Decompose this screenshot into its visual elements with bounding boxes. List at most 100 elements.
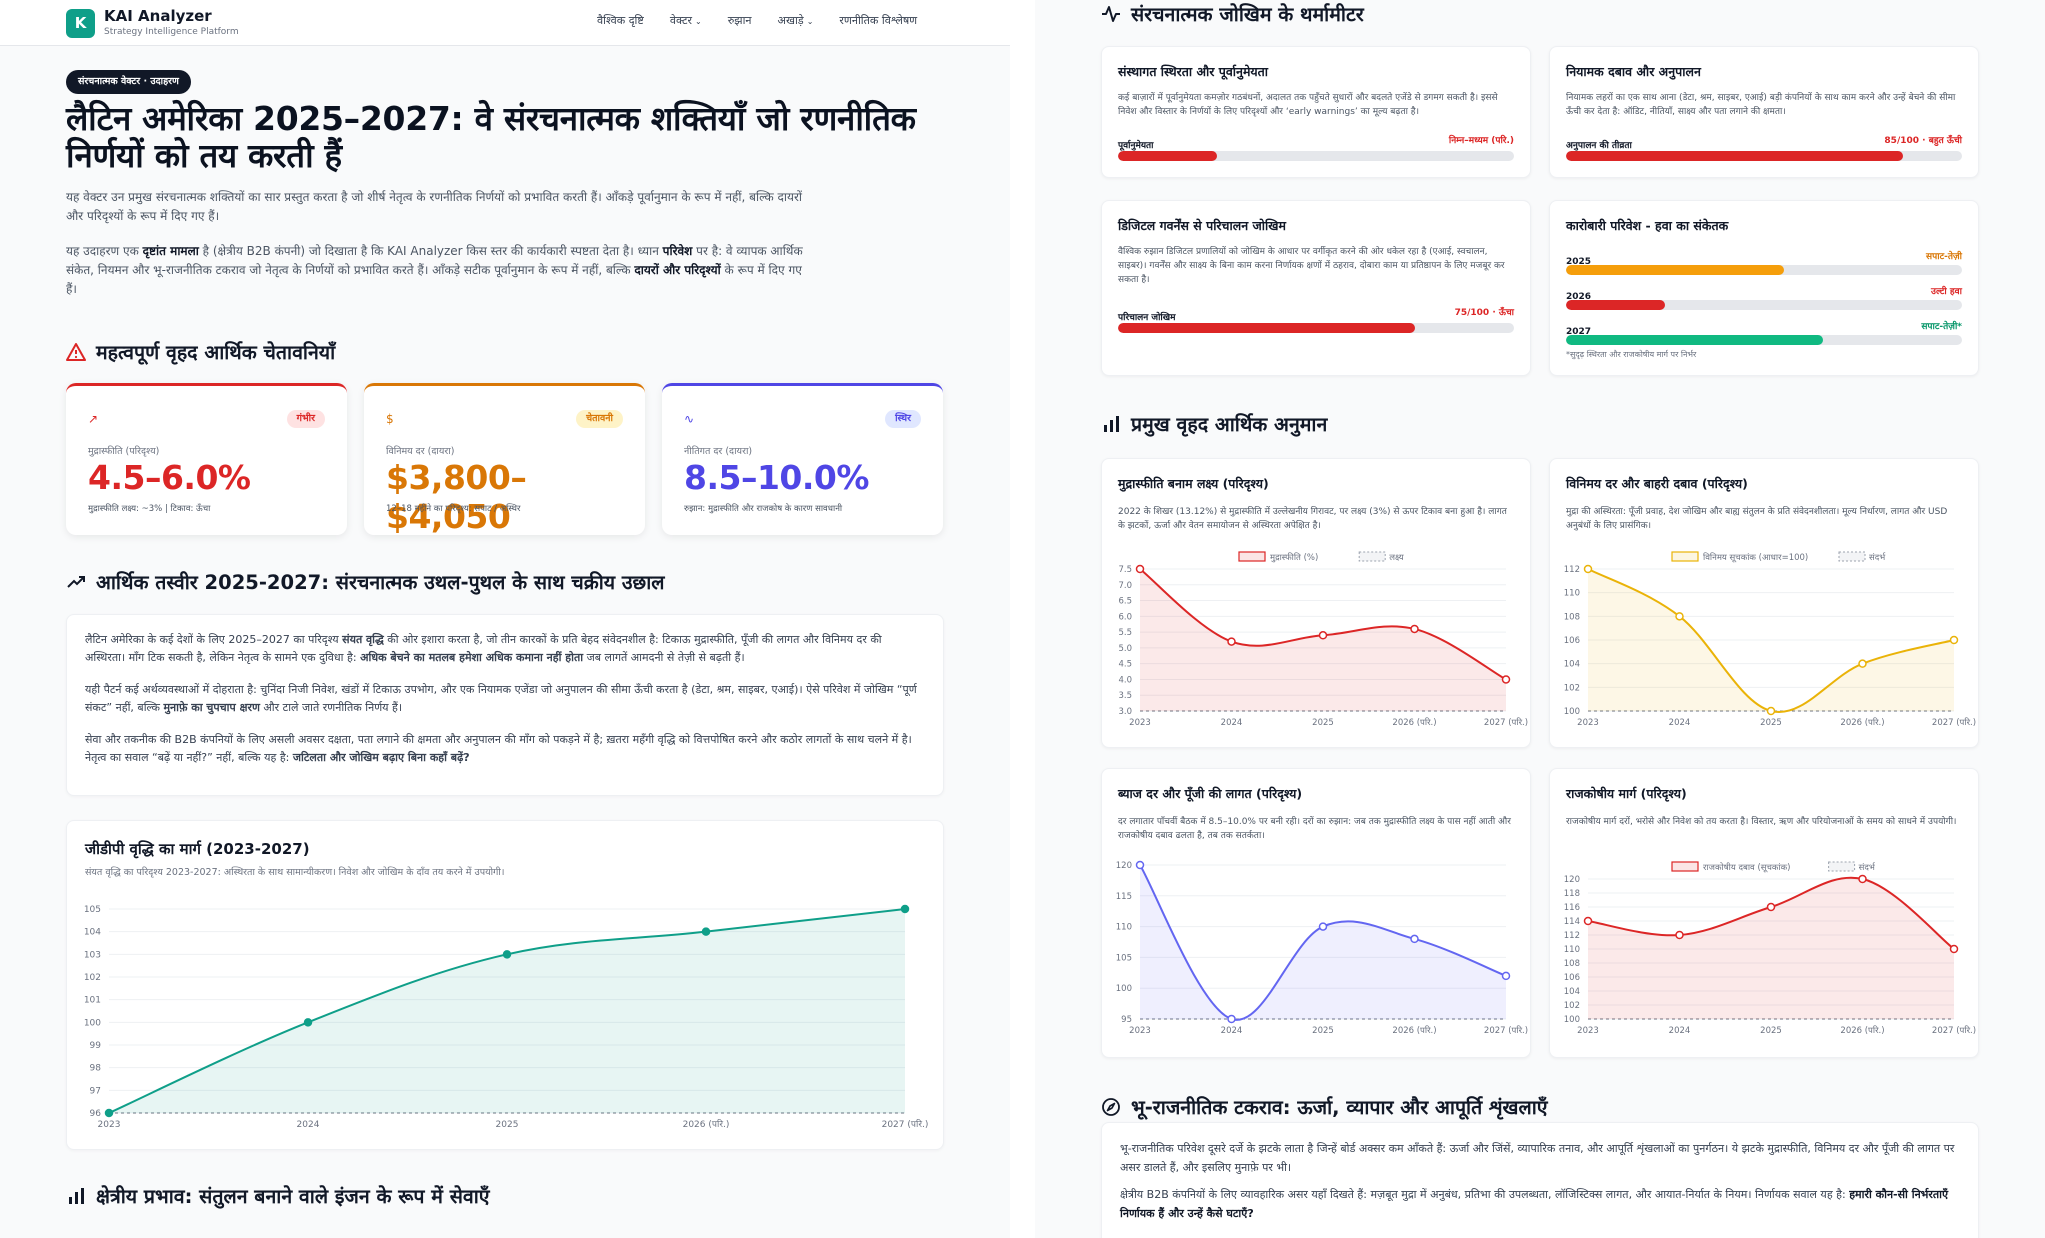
nav-arenas[interactable]: अखाड़े ⌄ xyxy=(778,13,814,28)
y-tick-label: 114 xyxy=(1564,917,1580,927)
card-title: नियामक दबाव और अनुपालन xyxy=(1566,64,1701,79)
kpi-card-exchange-rate: $ चेतावनी विनिमय दर (दायरा) $3,800–$4,05… xyxy=(364,383,645,536)
y-tick-label: 105 xyxy=(1116,953,1132,963)
nav-label: अखाड़े xyxy=(777,14,804,27)
regional-heading: क्षेत्रीय प्रभाव: संतुलन बनाने वाले इंजन… xyxy=(66,1182,490,1209)
interest-chart-card: ब्याज दर और पूँजी की लागत (परिदृश्य) दर … xyxy=(1101,768,1531,1058)
trend-up-icon: ↗ xyxy=(88,412,99,426)
main-nav: वैश्विक दृष्टि वेक्टर ⌄ रुझान अखाड़े ⌄ रणन… xyxy=(597,13,917,28)
data-point xyxy=(1583,916,1593,926)
y-tick-label: 103 xyxy=(84,950,101,960)
nav-label: वैश्विक दृष्टि xyxy=(597,14,644,27)
y-tick-label: 98 xyxy=(90,1064,102,1074)
data-point xyxy=(1858,874,1867,884)
y-tick-label: 120 xyxy=(1564,875,1580,885)
chart-description: 2022 के शिखर (13.12%) से मुद्रास्फीति मे… xyxy=(1118,507,1507,531)
nav-trends[interactable]: रुझान xyxy=(728,13,752,28)
x-tick-label: 2024 xyxy=(1669,1026,1691,1036)
footnote: *सुदृढ़ स्थिरता और राजकोषीय मार्ग पर निर… xyxy=(1566,350,1697,359)
risk-bar: पूर्वानुमेयता निम्न–मध्यम (परि.) xyxy=(1118,133,1514,161)
data-point xyxy=(104,1108,114,1118)
kpi-label: नीतिगत दर (दायरा) xyxy=(684,446,753,457)
series-line xyxy=(1139,864,1507,1021)
paragraph: क्षेत्रीय B2B कंपनियों के लिए व्यावहारिक… xyxy=(1120,1185,1960,1223)
y-tick-label: 96 xyxy=(90,1109,102,1119)
legend-swatch xyxy=(1838,551,1866,562)
legend-swatch xyxy=(1358,551,1386,562)
text-run: की ओर इशारा करता है, जो तीन कारकों के प्… xyxy=(85,633,882,664)
x-tick-label: 2025 xyxy=(1312,1026,1334,1036)
legend-swatch xyxy=(1828,861,1856,872)
x-tick-label: 2025 xyxy=(496,1120,519,1130)
brand-name[interactable]: KAI Analyzer xyxy=(104,7,212,25)
x-tick-label: 2023 xyxy=(98,1120,121,1130)
x-tick-label: 2024 xyxy=(1221,718,1243,728)
warnings-heading: महत्वपूर्ण वृहद आर्थिक चेतावनियाँ xyxy=(66,338,335,365)
paragraph: सेवा और तकनीक की B2B कंपनियों के लिए असल… xyxy=(85,731,925,767)
text-bold: दृष्टांत मामला xyxy=(142,244,199,258)
legend-swatch xyxy=(1671,551,1699,562)
y-tick-label: 4.0 xyxy=(1118,675,1132,685)
page-title: लैटिन अमेरिका 2025–2027: वे संरचनात्मक श… xyxy=(66,99,916,175)
series-area xyxy=(1588,877,1954,1019)
paragraph: यही पैटर्न कई अर्थव्यवस्थाओं में दोहराता… xyxy=(85,681,925,717)
bar-fill xyxy=(1566,300,1665,310)
x-tick-label: 2025 xyxy=(1312,718,1334,728)
activity-icon: ∿ xyxy=(684,412,695,426)
data-point xyxy=(1135,860,1145,870)
bar-label: पूर्वानुमेयता xyxy=(1118,141,1154,151)
text-run: यही पैटर्न कई अर्थव्यवस्थाओं में दोहराता… xyxy=(85,683,917,714)
risk-card-regulatory: नियामक दबाव और अनुपालन नियामक लहरों का ए… xyxy=(1549,46,1979,178)
geo-text-card: भू-राजनीतिक परिवेश दूसरे दर्जे के झटके ल… xyxy=(1101,1122,1979,1238)
x-tick-label: 2024 xyxy=(297,1120,320,1130)
data-point xyxy=(502,950,512,959)
text-run: पर है: वे व्यापक आर्थिक संकेत, नियमन और … xyxy=(66,244,803,277)
x-tick-label: 2023 xyxy=(1577,1026,1599,1036)
data-point xyxy=(1135,564,1145,574)
y-tick-label: 104 xyxy=(1564,987,1580,997)
brand-logo[interactable]: K xyxy=(66,9,95,38)
x-tick-label: 2023 xyxy=(1129,1026,1151,1036)
y-tick-label: 100 xyxy=(1564,1015,1580,1025)
severity-badge: स्थिर xyxy=(885,410,921,428)
data-point xyxy=(1583,564,1593,574)
bar-label: 2026 xyxy=(1566,292,1592,302)
risk-bar: अनुपालन की तीव्रता 85/100 · बहुत ऊँची xyxy=(1566,133,1962,161)
bar-track xyxy=(1566,300,1962,310)
activity-icon xyxy=(1101,4,1121,24)
gdp-chart-card: जीडीपी वृद्धि का मार्ग (2023-2027) संयत … xyxy=(66,820,944,1150)
risk-card-institutional: संस्थागत स्थिरता और पूर्वानुमेयता कई बाज… xyxy=(1101,46,1531,178)
section-title: प्रमुख वृहद आर्थिक अनुमान xyxy=(1131,413,1328,436)
x-tick-label: 2027 (परि.) xyxy=(1932,1025,1976,1036)
y-tick-label: 6.0 xyxy=(1118,612,1132,622)
data-point xyxy=(1318,631,1328,640)
nav-global-view[interactable]: वैश्विक दृष्टि xyxy=(597,13,644,28)
nav-label: वेक्टर xyxy=(669,14,692,27)
kpi-value: 8.5–10.0% xyxy=(684,458,869,497)
thermo-heading: संरचनात्मक जोखिम के थर्मामीटर xyxy=(1101,0,1364,27)
bar-track xyxy=(1118,151,1514,161)
y-tick-label: 95 xyxy=(1121,1015,1132,1025)
y-tick-label: 110 xyxy=(1564,589,1580,599)
warning-triangle-icon xyxy=(66,342,86,362)
kpi-note: 12–18 महीने का परिदृश्य: सपाट / अस्थिर xyxy=(386,504,521,514)
card-title: कारोबारी परिवेश - हवा का संकेतक xyxy=(1566,218,1729,233)
inflation-chart: 3.0 3.5 4.0 4.5 5.0 5.5 6.0 6.5 7.0 7.5 2023 2024 20… xyxy=(1118,551,1528,728)
fiscal-chart: 100 102 104 106 108 110 112 114 116 118 120 2023 202… xyxy=(1564,861,1976,1036)
chart-title: विनिमय दर और बाहरी दबाव (परिदृश्य) xyxy=(1566,476,1748,491)
data-point xyxy=(1766,706,1776,716)
legend-label: लक्ष्य xyxy=(1389,553,1405,563)
series-area xyxy=(1588,569,1954,713)
text-bold: हमारी कौन-सी निर्भरताएँ निर्णायक हैं और … xyxy=(1120,1188,1949,1220)
text-bold: संयत वृद्धि xyxy=(342,633,384,646)
nav-vectors[interactable]: वेक्टर ⌄ xyxy=(670,13,702,28)
x-tick-label: 2025 xyxy=(1760,718,1782,728)
bar-label: 2025 xyxy=(1566,257,1592,267)
bar-track xyxy=(1566,335,1962,345)
data-point xyxy=(1410,934,1419,944)
data-point xyxy=(1227,1014,1236,1024)
bar-value: सपाट-तेज़ी xyxy=(1926,252,1962,262)
nav-strategic-analysis[interactable]: रणनीतिक विश्लेषण xyxy=(839,13,917,28)
y-tick-label: 116 xyxy=(1564,903,1580,913)
legend-label: संदर्भ xyxy=(1859,862,1876,873)
